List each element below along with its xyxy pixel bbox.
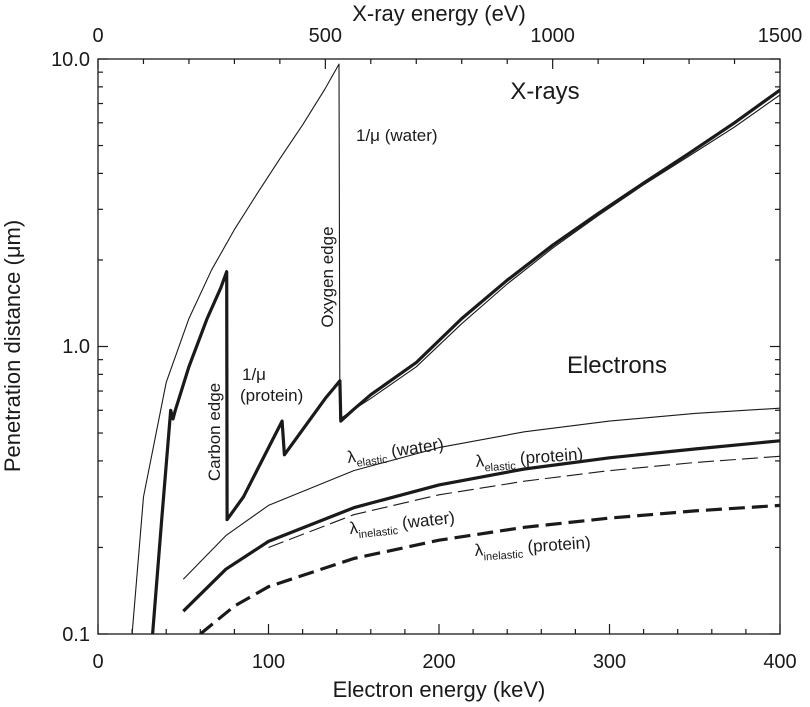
x-tick-label: 100: [252, 651, 285, 673]
y-axis-title: Penetration distance (μm): [0, 220, 25, 472]
lambda-inelastic-water-label: λinelastic (water): [348, 508, 456, 542]
series-line-1: [151, 88, 780, 634]
lambda-elastic-protein-label: λelastic (protein): [475, 445, 584, 475]
protein-mu-label-line2: (protein): [240, 386, 303, 405]
oxygen-edge-label: Oxygen edge: [318, 226, 337, 327]
y-tick-label: 0.1: [62, 624, 90, 646]
lambda-subscript: inelastic: [358, 525, 399, 541]
series-line-0: [131, 63, 780, 634]
lambda-elastic-water-label: λelastic (water): [346, 435, 446, 471]
water-mu-label: 1/μ (water): [356, 126, 438, 145]
x2-axis-title: X-ray energy (eV): [352, 1, 526, 26]
carbon-edge-label: Carbon edge: [205, 383, 224, 481]
lambda-subscript: elastic: [484, 460, 516, 474]
lambda-subscript: elastic: [356, 453, 389, 469]
y-tick-label: 1.0: [62, 336, 90, 358]
series-line-3: [182, 439, 780, 613]
electrons-label: Electrons: [567, 352, 667, 379]
lambda-symbol: λ: [474, 540, 484, 560]
x-tick-label: 400: [763, 651, 796, 673]
lambda-subscript: inelastic: [483, 549, 524, 564]
protein-mu-label-line1: 1/μ: [242, 365, 266, 384]
x-tick-label: 0: [92, 651, 103, 673]
xrays-label: X-rays: [510, 78, 579, 105]
lambda-inelastic-protein-label: λinelastic (protein): [474, 533, 592, 564]
series-line-2: [182, 407, 780, 580]
lambda-rest: (protein): [515, 445, 584, 469]
plot-frame: [97, 58, 781, 635]
axis-ticks: [97, 58, 781, 635]
x-tick-label: 300: [593, 651, 626, 673]
x2-tick-label: 0: [92, 25, 103, 47]
lambda-rest: (water): [385, 435, 445, 462]
lambda-rest: (protein): [522, 533, 591, 557]
x2-tick-label: 1500: [758, 25, 803, 47]
lambda-rest: (water): [396, 508, 455, 533]
lambda-symbol: λ: [475, 451, 485, 471]
series-line-5: [199, 503, 780, 634]
x2-tick-label: 1000: [530, 25, 575, 47]
series-layer: [131, 63, 780, 634]
lambda-symbol: λ: [346, 447, 358, 467]
x-axis-title: Electron energy (keV): [333, 677, 546, 702]
lambda-symbol: λ: [348, 518, 359, 538]
x-tick-label: 200: [422, 651, 455, 673]
x2-tick-label: 500: [309, 25, 342, 47]
y-tick-label: 10.0: [51, 49, 90, 71]
series-line-4: [268, 455, 780, 549]
